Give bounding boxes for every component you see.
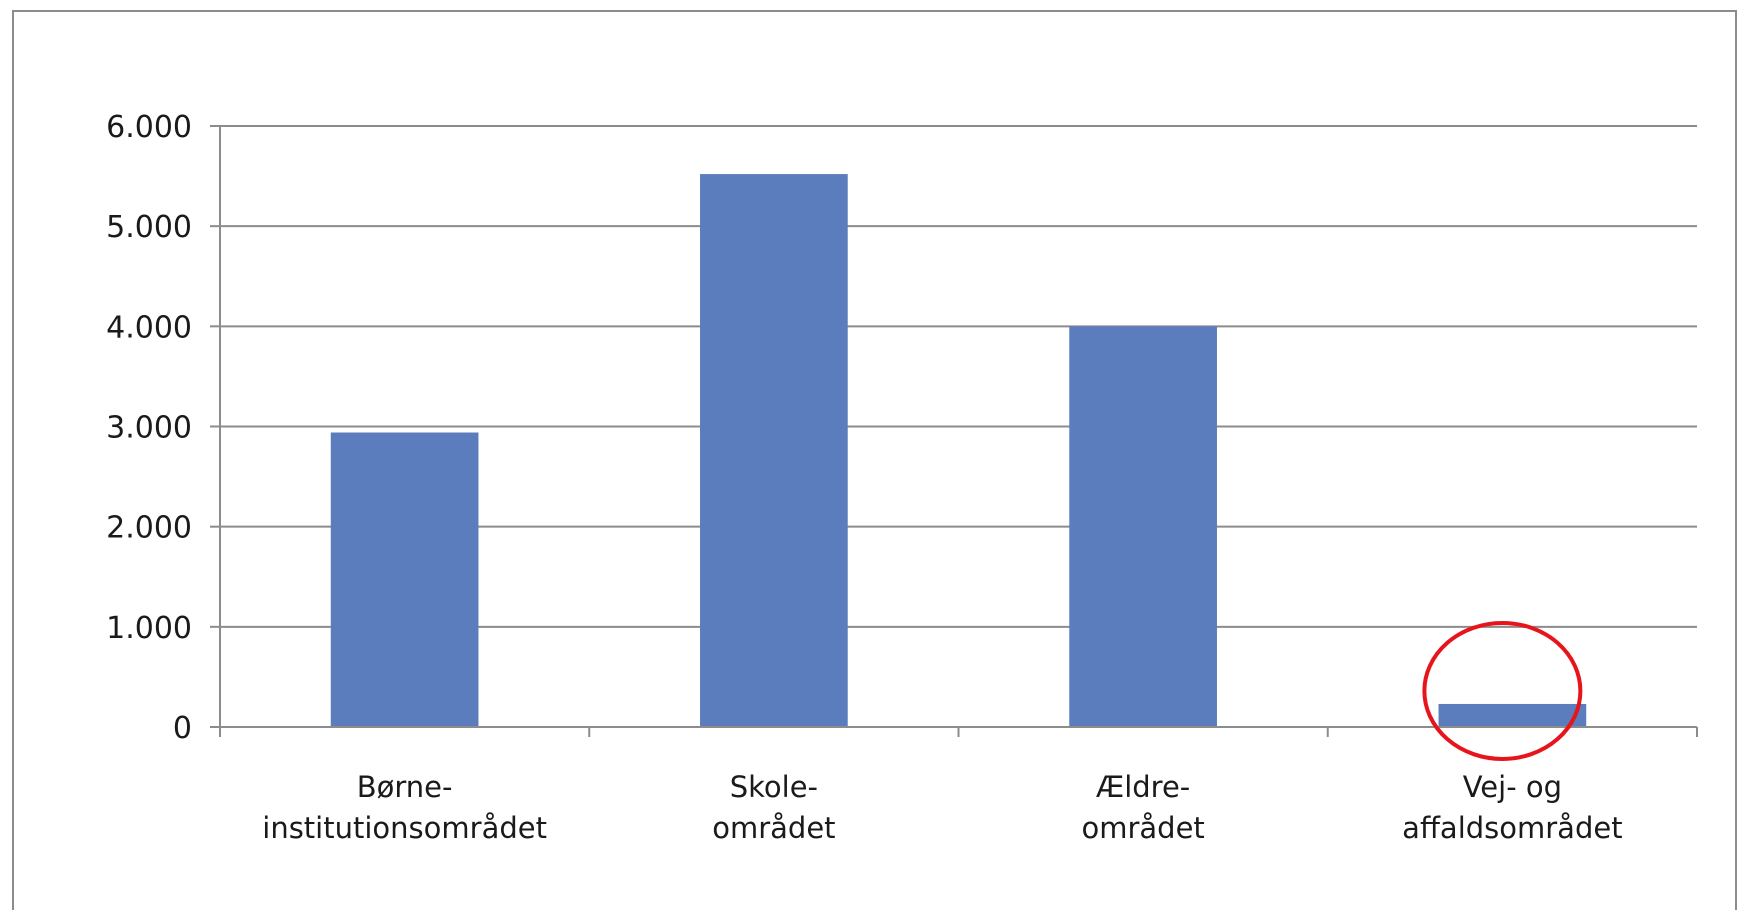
bar xyxy=(1069,326,1217,727)
x-tick-label: affaldsområdet xyxy=(1402,811,1622,845)
annotations xyxy=(1422,620,1583,761)
bar xyxy=(700,174,848,727)
bar xyxy=(330,432,479,727)
highlight-circle xyxy=(1422,620,1583,761)
x-tick-label: Børne- xyxy=(357,770,453,804)
y-tick-label: 3.000 xyxy=(106,411,192,446)
y-tick-labels: 0 1.000 2.000 3.000 4.000 5.000 6.000 xyxy=(106,110,192,746)
x-tick-label: området xyxy=(712,811,835,845)
y-tick-label: 2.000 xyxy=(106,511,192,546)
x-tick-label: området xyxy=(1081,811,1204,845)
chart-frame xyxy=(12,10,1737,910)
y-tick-label: 6.000 xyxy=(106,110,192,145)
y-tick-label: 4.000 xyxy=(106,310,192,345)
y-tick-label: 0 xyxy=(173,711,192,746)
x-tick-label: institutionsområdet xyxy=(262,811,547,845)
x-tick-label: Skole- xyxy=(730,770,818,804)
x-tick-labels: Børne-institutionsområdet Skole-området Æl… xyxy=(262,770,1622,845)
axes xyxy=(210,125,1698,737)
y-tick-label: 1.000 xyxy=(106,611,192,646)
bar xyxy=(1438,703,1587,727)
x-tick-label: Vej- og xyxy=(1463,770,1562,804)
bars xyxy=(330,174,1587,727)
y-tick-label: 5.000 xyxy=(106,210,192,245)
x-tick-label: Ældre- xyxy=(1096,770,1190,804)
